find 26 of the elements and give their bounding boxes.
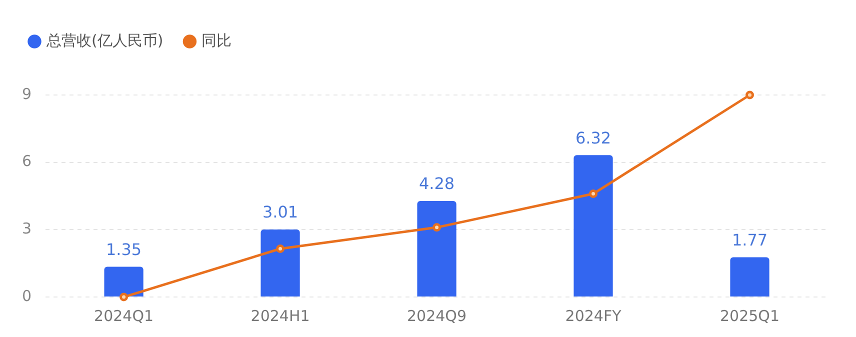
bar bbox=[574, 155, 613, 296]
text: 1.77 bbox=[732, 230, 768, 250]
y-tick-label: 0 bbox=[22, 286, 32, 305]
bar bbox=[260, 229, 300, 296]
point bbox=[746, 90, 754, 100]
point bbox=[432, 223, 442, 232]
point bbox=[120, 292, 128, 302]
y-tick-label: 9 bbox=[22, 84, 32, 103]
y-tick-label: 6 bbox=[22, 152, 32, 170]
x-tick-label: 2024Q9 bbox=[407, 306, 467, 325]
text: 1.35 bbox=[106, 240, 142, 259]
bar bbox=[104, 266, 144, 296]
bar bbox=[417, 200, 456, 296]
point bbox=[276, 244, 285, 253]
x-tick-label: 2024FY bbox=[565, 306, 622, 325]
point bbox=[589, 190, 598, 198]
bar bbox=[730, 257, 770, 296]
text: 4.28 bbox=[418, 174, 455, 194]
legend-label: 同比 bbox=[202, 31, 232, 50]
x-tick-label: 2024Q1 bbox=[94, 306, 154, 325]
y-tick-label: 3 bbox=[22, 220, 32, 238]
x-tick-label: 2024H1 bbox=[250, 306, 310, 325]
legend-label: 总营收(亿人民币) bbox=[46, 31, 164, 50]
text: 3.01 bbox=[262, 202, 298, 222]
text: 6.32 bbox=[575, 128, 612, 148]
x-tick-label: 2025Q1 bbox=[720, 306, 780, 325]
